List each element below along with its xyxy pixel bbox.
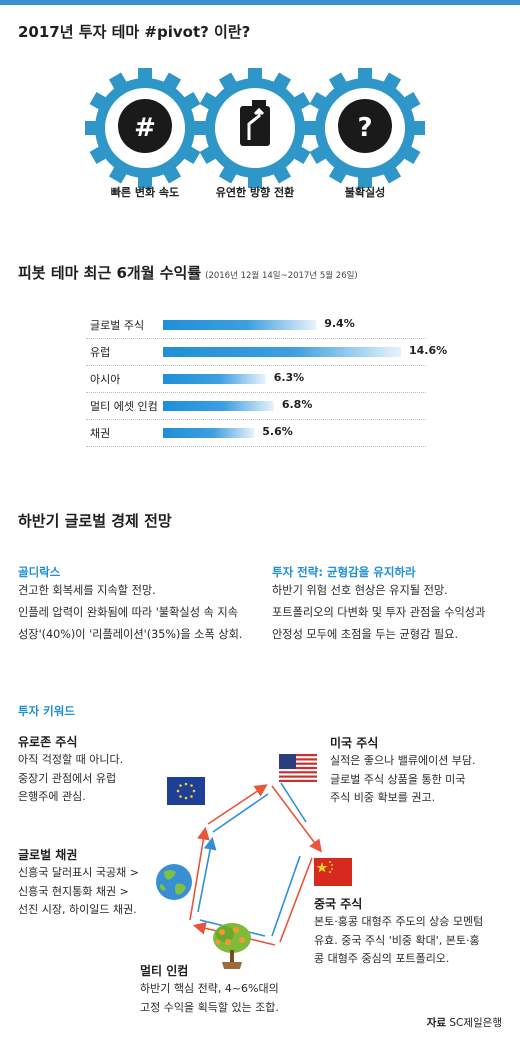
bar-0: [163, 320, 317, 330]
bar-category-label: 글로벌 주식: [90, 319, 145, 332]
gear-label-pivot: 유연한 방향 전환: [215, 186, 295, 199]
kw-china-text: 본토·홍콩 대형주 주도의 상승 모멘텀 유효. 중국 주식 '비중 확대', …: [314, 913, 483, 969]
kw-multi-line: 하반기 핵심 전략, 4~6%대의: [140, 982, 279, 995]
outlook-right-line: 하반기 위험 선호 현상은 유지될 전망.: [272, 584, 448, 597]
keywords-title: 투자 키워드: [18, 704, 75, 718]
kw-us-line: 주식 비중 확보를 권고.: [330, 791, 436, 804]
source-name: SC제일은행: [449, 1017, 502, 1029]
source-prefix: 자료: [426, 1017, 447, 1029]
outlook-right-line: 안정성 모두에 초점을 두는 균형감 필요.: [272, 628, 459, 641]
kw-china-line: 본토·홍콩 대형주 주도의 상승 모멘텀: [314, 915, 484, 928]
kw-bonds-text: 신흥국 달러표시 국공채 > 신흥국 현지통화 채권 > 선진 시장, 하이일드…: [18, 864, 139, 920]
outlook-right-line: 포트폴리오의 다변화 및 투자 관점을 수익성과: [272, 606, 486, 619]
kw-multi-title: 멀티 인컴: [140, 964, 189, 978]
row-divider: [86, 392, 426, 393]
kw-europe-line: 중장기 관점에서 유럽: [18, 771, 117, 785]
gear-label-uncertainty: 불확실성: [344, 186, 386, 199]
bars-group: [163, 320, 401, 438]
kw-china-line: 유효. 중국 주식 '비중 확대', 본토·홍: [314, 933, 480, 947]
hash-icon: [118, 99, 172, 153]
bar-value-label: 5.6%: [262, 425, 293, 438]
kw-bonds-line: 선진 시장, 하이일드 채권.: [18, 903, 137, 916]
kw-europe-title: 유로존 주식: [18, 735, 78, 749]
keyword-pentagon: [189, 782, 322, 946]
outlook-right-subtitle: 투자 전략: 균형감을 유지하라: [272, 565, 416, 579]
bar-category-label: 유럽: [90, 346, 111, 359]
eu-flag-icon: [167, 777, 205, 805]
question-symbol: ?: [357, 113, 372, 143]
gear-graphic: # ?: [85, 68, 425, 188]
outlook-title: 하반기 글로벌 경제 전망: [18, 512, 172, 530]
outlook-left-line: 견고한 회복세를 지속할 전망.: [18, 584, 156, 597]
kw-us-line: 실적은 좋으나 밸류에이션 부담.: [330, 754, 476, 767]
bar-category-label: 아시아: [90, 373, 121, 386]
row-divider: [86, 446, 426, 447]
bar-3: [163, 401, 274, 411]
chart-title: 피봇 테마 최근 6개월 수익률 (2016년 12월 14일~2017년 5월 …: [18, 262, 358, 283]
globe-icon: [156, 864, 192, 900]
bar-category-label: 채권: [90, 427, 111, 440]
kw-us-title: 미국 주식: [330, 736, 379, 750]
hash-symbol: #: [134, 113, 156, 143]
gear-label-speed: 빠른 변화 속도: [110, 186, 180, 199]
kw-bonds-line: 신흥국 달러표시 국공채 >: [18, 866, 139, 879]
money-tree-icon: [213, 923, 251, 969]
kw-us-line: 글로벌 주식 상품을 통한 미국: [330, 772, 466, 786]
kw-europe-text: 아직 걱정할 때 아니다. 중장기 관점에서 유럽 은행주에 관심.: [18, 751, 123, 807]
row-divider: [86, 365, 426, 366]
china-flag-icon: [314, 858, 352, 886]
bar-1: [163, 347, 401, 357]
kw-multi-text: 하반기 핵심 전략, 4~6%대의 고정 수익을 획득할 있는 조합.: [140, 980, 279, 1017]
row-divider: [86, 338, 426, 339]
bar-category-label: 멀티 에셋 인컴: [90, 400, 158, 413]
bar-value-label: 9.4%: [324, 317, 355, 330]
bar-value-label: 6.8%: [281, 398, 313, 411]
outlook-left-line: 인플레 압력이 완화됨에 따라 '불확실성 속 지속: [18, 606, 238, 619]
kw-china-line: 콩 대형주 중심의 포트폴리오.: [314, 952, 450, 965]
chart-title-text: 피봇 테마 최근 6개월 수익률: [18, 264, 202, 282]
bar-value-label: 14.6%: [409, 344, 448, 357]
kw-bonds-title: 글로벌 채권: [18, 848, 78, 862]
turn-sign-icon: [240, 100, 270, 146]
kw-china-title: 중국 주식: [314, 897, 363, 911]
page-title: 2017년 투자 테마 #pivot? 이란?: [18, 23, 251, 41]
outlook-left-text: 견고한 회복세를 지속할 전망. 인플레 압력이 완화됨에 따라 '불확실성 속…: [18, 580, 242, 646]
top-accent-bar: [0, 0, 520, 5]
source-credit: 자료 SC제일은행: [427, 1015, 502, 1030]
bar-4: [163, 428, 255, 438]
kw-multi-line: 고정 수익을 획득할 있는 조합.: [140, 1000, 279, 1014]
chart-period: (2016년 12월 14일~2017년 5월 26일): [205, 271, 358, 281]
question-icon: [338, 99, 392, 153]
outlook-left-line: 성장'(40%)이 '리플레이션'(35%)을 소폭 상회.: [18, 628, 243, 641]
kw-us-text: 실적은 좋으나 밸류에이션 부담. 글로벌 주식 상품을 통한 미국 주식 비중…: [330, 752, 476, 808]
kw-europe-line: 은행주에 관심.: [18, 790, 86, 803]
bar-value-label: 6.3%: [273, 371, 305, 384]
row-divider: [86, 419, 426, 420]
outlook-right-text: 하반기 위험 선호 현상은 유지될 전망. 포트폴리오의 다변화 및 투자 관점…: [272, 580, 485, 646]
outlook-left-subtitle: 골디락스: [18, 565, 61, 579]
kw-bonds-line: 신흥국 현지통화 채권 >: [18, 884, 129, 898]
us-flag-icon: [279, 754, 317, 782]
returns-bar-chart: [163, 320, 401, 438]
bar-2: [163, 374, 266, 384]
kw-europe-line: 아직 걱정할 때 아니다.: [18, 753, 124, 766]
